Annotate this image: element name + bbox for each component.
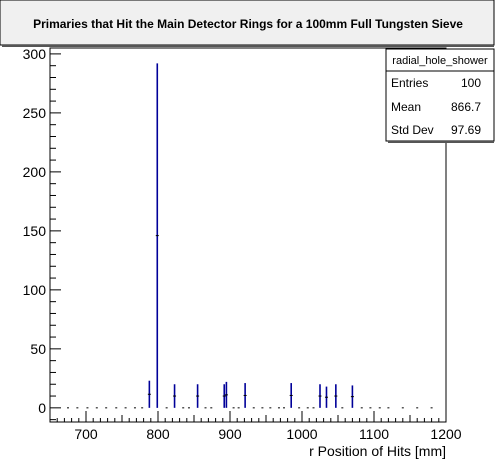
y-tick-label: 300	[23, 46, 47, 62]
stats-entries-label: Entries	[391, 76, 428, 90]
stats-box-name: radial_hole_shower	[392, 55, 488, 67]
x-axis: 700 800 900 1000 1100 1200	[49, 411, 462, 442]
y-tick-label: 0	[38, 400, 46, 416]
stats-box-frame	[385, 48, 495, 142]
title-box-shadow	[2, 45, 494, 47]
x-tick-label: 800	[146, 426, 170, 442]
chart-title: Primaries that Hit the Main Detector Rin…	[33, 17, 463, 31]
x-tick-label: 1100	[359, 426, 389, 442]
stats-mean-value: 866.7	[451, 100, 481, 114]
stats-stddev-value: 97.69	[451, 123, 481, 137]
y-tick-label: 100	[23, 282, 47, 298]
x-tick-label: 900	[218, 426, 242, 442]
y-axis: 0 50 100 150 200 250 300	[23, 46, 61, 421]
y-tick-label: 250	[23, 105, 47, 121]
title-box-frame	[0, 0, 495, 46]
plot-frame	[49, 47, 447, 423]
x-tick-label: 1200	[430, 426, 461, 442]
y-tick-label: 50	[30, 341, 46, 357]
x-axis-label: r Position of Hits [mm]	[309, 443, 446, 459]
stats-box: radial_hole_shower Entries 100 Mean 866.…	[385, 48, 495, 143]
stats-stddev-label: Std Dev	[391, 123, 434, 137]
x-tick-label: 1000	[286, 426, 317, 442]
histogram-bars	[147, 63, 354, 408]
stats-box-shadow	[388, 141, 494, 143]
x-tick-label: 700	[74, 426, 98, 442]
stats-mean-label: Mean	[391, 100, 421, 114]
stats-entries-value: 100	[461, 76, 481, 90]
y-tick-label: 150	[23, 223, 47, 239]
y-tick-label: 200	[23, 164, 47, 180]
title-box: Primaries that Hit the Main Detector Rin…	[0, 0, 495, 47]
